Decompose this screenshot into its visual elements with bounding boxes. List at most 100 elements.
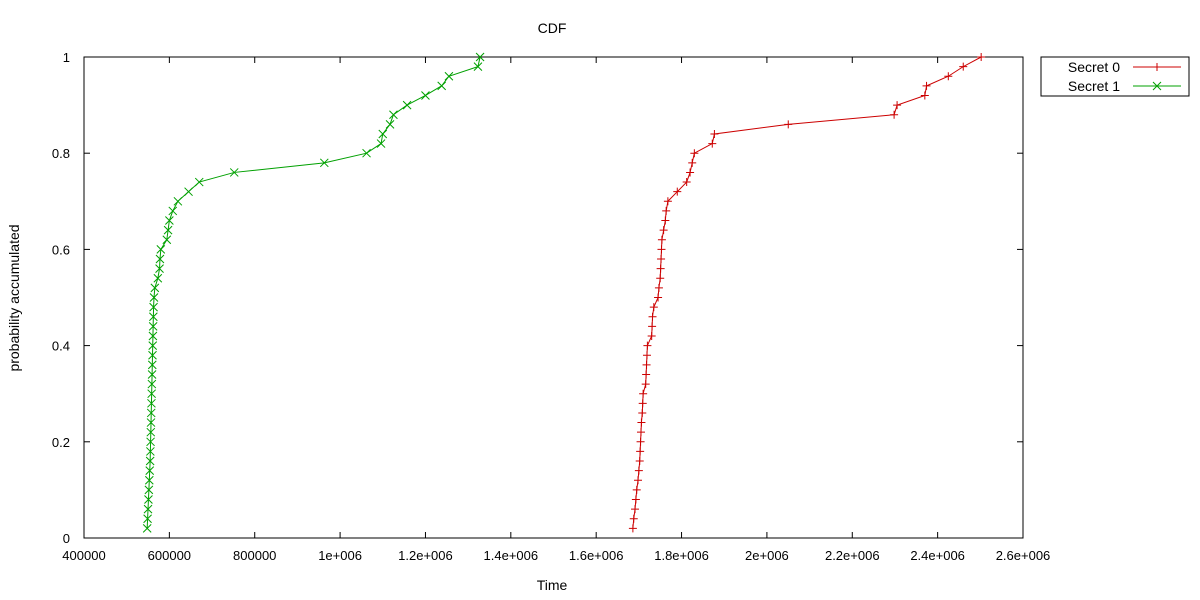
series-0-point — [649, 303, 658, 312]
series-0-point — [977, 53, 986, 61]
series-1-point — [385, 119, 395, 129]
series-1-point — [156, 245, 166, 254]
y-tick-label: 0.2 — [52, 435, 70, 450]
series-1-point — [473, 62, 483, 71]
plot-frame — [83, 56, 1024, 539]
series-0-point — [657, 235, 666, 244]
x-tick-label: 1.6e+006 — [569, 548, 624, 563]
series-1-point — [437, 81, 447, 91]
series-0-point — [636, 437, 645, 446]
series-0-point — [634, 466, 643, 475]
series-0-point — [682, 178, 691, 187]
series-0-point — [688, 158, 697, 167]
series-0-point — [920, 91, 929, 100]
series-0-point — [708, 139, 717, 148]
y-tick-label: 0.4 — [52, 339, 70, 354]
series-0-point — [631, 495, 640, 504]
series-1-point — [146, 418, 156, 427]
x-tick-label: 800000 — [233, 548, 276, 563]
series-1-point — [148, 331, 158, 341]
series-1-point — [144, 485, 154, 495]
series-0-point — [636, 447, 645, 456]
x-tick-label: 2.4e+006 — [910, 548, 965, 563]
series-0-point — [959, 62, 968, 71]
series-1-point — [144, 475, 154, 485]
plot-area — [142, 52, 986, 533]
chart-title: CDF — [538, 20, 567, 36]
y-axis-title: probability accumulated — [6, 224, 22, 371]
legend-box — [1040, 56, 1190, 97]
series-0-point — [656, 274, 665, 283]
x-tick-label: 1e+006 — [318, 548, 362, 563]
series-0-point — [634, 476, 643, 485]
series-0-point — [656, 264, 665, 273]
series-0-point — [635, 457, 644, 466]
series-0-point — [631, 505, 640, 514]
y-tick-label: 0 — [63, 531, 70, 546]
series-0-point — [636, 428, 645, 437]
series-1-point — [376, 139, 386, 148]
series-1-point — [155, 264, 164, 273]
series-0-point — [661, 216, 670, 225]
plot-axes: 400000 600000 800000 1e+006 1.2e+006 1.4e+006… — [52, 50, 1050, 563]
series-1-point — [149, 302, 158, 312]
series-0-point — [659, 226, 668, 235]
series-1-point — [143, 514, 152, 524]
series-1-point — [362, 148, 371, 158]
series-0-point — [648, 312, 657, 321]
series-0-point — [648, 322, 657, 331]
series-1-point — [475, 52, 485, 62]
legend: Secret 0 Secret 1 — [1040, 56, 1190, 97]
series-1-point — [444, 71, 454, 81]
series-1-point — [163, 225, 173, 235]
x-tick-label: 2.2e+006 — [825, 548, 880, 563]
series-0-group — [628, 53, 986, 533]
series-1-point — [149, 293, 159, 302]
series-1-point — [389, 110, 398, 120]
x-tick-label: 400000 — [62, 548, 105, 563]
series-1-point — [229, 168, 239, 177]
series-1-point — [194, 177, 204, 187]
series-1-point — [173, 196, 183, 206]
legend-label: Secret 0 — [1068, 59, 1120, 75]
series-1-point — [147, 398, 156, 408]
series-1-point — [155, 254, 165, 264]
series-0-point — [710, 129, 719, 138]
series-1-point — [142, 524, 152, 533]
series-0-point — [657, 255, 666, 264]
series-1-point — [147, 370, 157, 379]
series-1-point — [144, 495, 153, 504]
y-tick-label: 1 — [63, 50, 70, 65]
series-0-line — [632, 56, 982, 529]
series-1-point — [378, 129, 388, 139]
series-0-point — [647, 331, 656, 340]
series-1-point — [148, 322, 158, 331]
series-0-point — [643, 341, 652, 350]
series-1-point — [150, 283, 160, 293]
series-0-point — [673, 187, 682, 196]
series-1-point — [147, 360, 157, 370]
x-tick-label: 600000 — [148, 548, 191, 563]
series-1-point — [149, 312, 158, 322]
series-1-point — [147, 379, 157, 389]
legend-label: Secret 1 — [1068, 78, 1120, 94]
series-0-point — [628, 524, 637, 533]
series-0-point — [784, 120, 793, 129]
y-tick-label: 0.8 — [52, 146, 70, 161]
series-0-point — [642, 351, 651, 360]
series-0-point — [893, 101, 902, 110]
series-0-point — [637, 418, 646, 427]
x-tick-label: 1.4e+006 — [484, 548, 539, 563]
legend-marker — [1152, 81, 1162, 91]
series-1-point — [146, 408, 156, 418]
series-1-line — [146, 56, 481, 529]
series-1-point — [184, 187, 193, 197]
x-tick-label: 1.8e+006 — [654, 548, 709, 563]
series-0-point — [641, 380, 650, 389]
x-tick-label: 1.2e+006 — [398, 548, 453, 563]
series-1-point — [162, 235, 172, 245]
series-0-point — [657, 245, 666, 254]
x-axis-title: Time — [537, 577, 568, 593]
series-1-point — [146, 447, 155, 456]
